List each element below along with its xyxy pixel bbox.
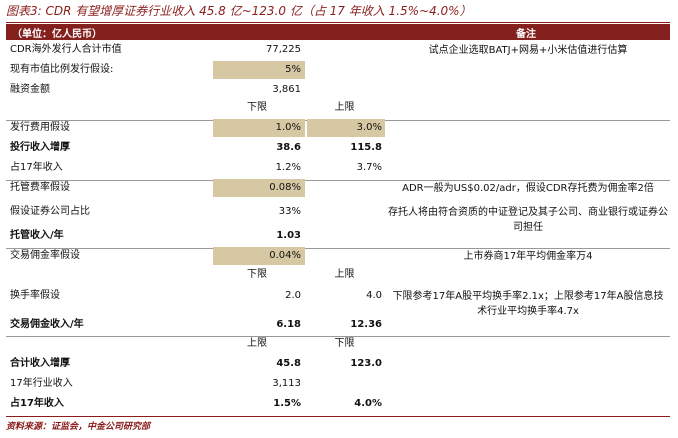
rule — [6, 22, 670, 23]
header-unit: （单位：亿人民币） — [12, 29, 102, 40]
cell-value: 3,861 — [272, 84, 301, 95]
cell-value: 0.04% — [269, 250, 301, 261]
cell-value: 上限 — [334, 102, 355, 113]
title: 图表3: CDR 有望增厚证券行业收入 45.8 亿~123.0 亿（占 17 … — [6, 4, 472, 18]
row-label: CDR海外发行人合计市值 — [10, 44, 122, 55]
cell-value: 1.5% — [273, 398, 301, 409]
row-label: 投行收入增厚 — [10, 142, 70, 153]
table-header: （单位：亿人民币） 备注 — [6, 24, 670, 40]
row-label: 假设证券公司占比 — [10, 206, 90, 217]
cell-value: 0.08% — [269, 182, 301, 193]
shaded-cell — [213, 61, 305, 79]
cell-value: 2.0 — [285, 290, 301, 301]
cell-value: 33% — [278, 206, 301, 217]
row-label: 占17年收入 — [10, 398, 64, 409]
row-label: 现有市值比例发行假设: — [10, 64, 114, 75]
cell-value: 下限 — [247, 102, 267, 113]
cell-value: 123.0 — [350, 358, 382, 369]
cell-value: 上限 — [247, 338, 267, 349]
rule — [6, 416, 670, 417]
cell-value: 3,113 — [272, 378, 301, 389]
row-label: 合计收入增厚 — [10, 358, 70, 369]
cell-value: 3.0% — [356, 122, 382, 133]
separator — [6, 180, 670, 181]
cell-value: 4.0 — [366, 290, 382, 301]
cell-value: 1.0% — [275, 122, 301, 133]
cell-value: 77,225 — [266, 44, 301, 55]
row-label: 交易佣金率假设 — [10, 250, 80, 261]
row-note: 存托人将由符合资质的中证登记及其子公司、商业银行或证券公司担任 — [388, 207, 668, 233]
cell-value: 1.03 — [276, 230, 301, 241]
cell-value: 12.36 — [350, 319, 382, 330]
row-label: 托管费率假设 — [10, 182, 70, 193]
cell-value: 下限 — [334, 338, 355, 349]
cell-value: 4.0% — [354, 398, 382, 409]
cell-value: 115.8 — [350, 142, 382, 153]
cell-value: 下限 — [247, 269, 267, 280]
separator — [6, 248, 670, 249]
row-label: 17年行业收入 — [10, 378, 73, 389]
cell-value: 5% — [285, 64, 301, 75]
cell-value: 上限 — [334, 269, 355, 280]
row-note: 试点企业选取BATJ+网易+小米估值进行估算 — [428, 45, 628, 56]
row-note: 下限参考17年A股平均换手率2.1x；上限参考17年A股信息技术行业平均换手率4… — [392, 291, 664, 317]
cell-value: 45.8 — [276, 358, 301, 369]
header-note: 备注 — [516, 29, 536, 40]
row-label: 融资金额 — [10, 84, 50, 95]
row-note: 上市券商17年平均佣金率万4 — [463, 251, 593, 262]
row-label: 托管收入/年 — [10, 230, 64, 241]
cell-value: 6.18 — [276, 319, 301, 330]
cell-value: 38.6 — [276, 142, 301, 153]
separator — [6, 336, 670, 337]
row-label: 换手率假设 — [10, 290, 60, 301]
cell-value: 3.7% — [356, 162, 382, 173]
row-label: 交易佣金收入/年 — [10, 319, 84, 330]
shaded-cell — [213, 119, 305, 137]
source: 资料来源：证监会，中金公司研究部 — [6, 422, 151, 432]
row-label: 发行费用假设 — [10, 122, 70, 133]
row-note: ADR一般为US$0.02/adr，假设CDR存托费为佣金率2倍 — [402, 183, 654, 194]
row-label: 占17年收入 — [10, 162, 63, 173]
cell-value: 1.2% — [275, 162, 301, 173]
shaded-cell — [213, 179, 305, 197]
shaded-cell — [307, 119, 385, 137]
shaded-cell — [213, 247, 305, 265]
